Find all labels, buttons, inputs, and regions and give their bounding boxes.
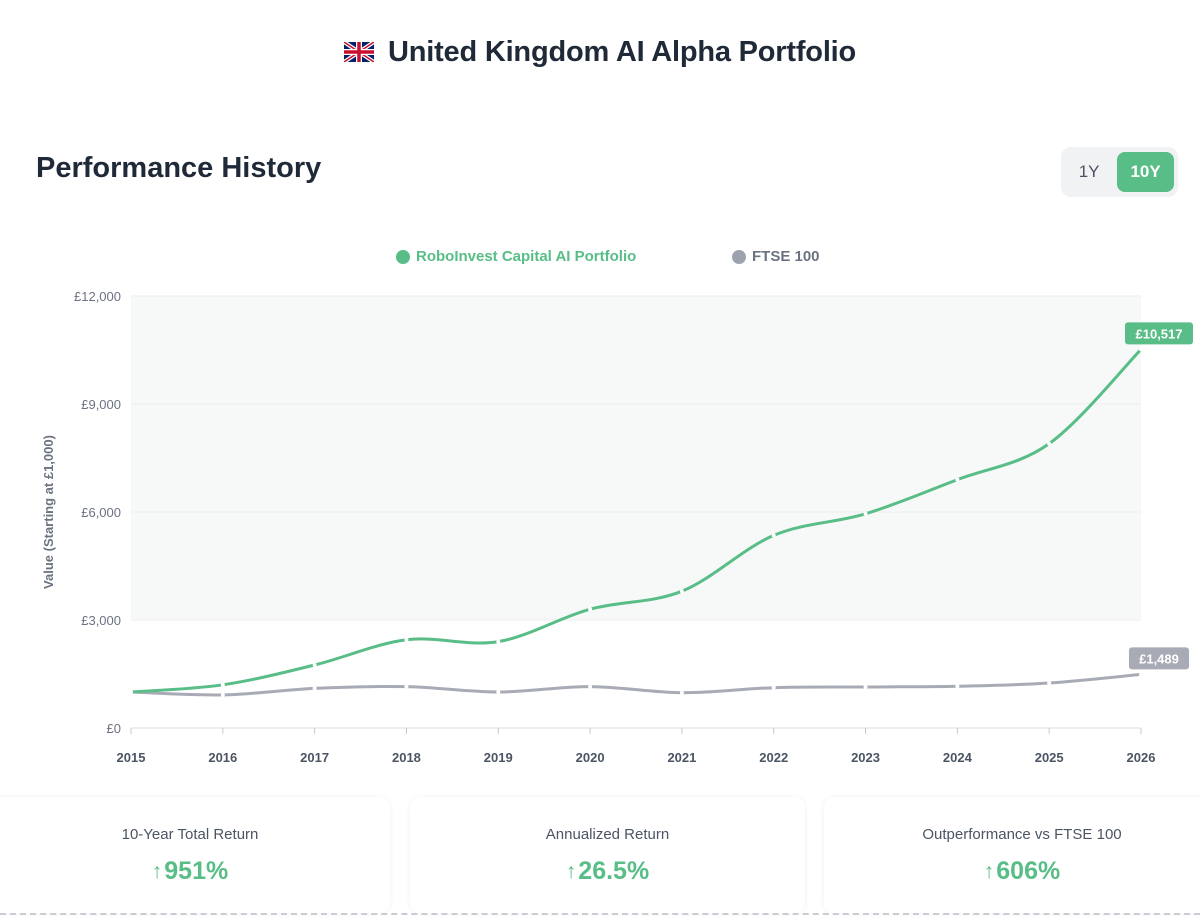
stat-value-outperformance: ↑ 606%: [824, 857, 1200, 886]
bottom-divider: [0, 913, 1200, 915]
data-point-ftse: [404, 684, 409, 689]
legend-item-portfolio[interactable]: RoboInvest Capital AI Portfolio: [396, 248, 636, 265]
stat-label-total-return: 10-Year Total Return: [121, 826, 259, 843]
stat-value-annualized-return-text: 26.5%: [578, 857, 650, 885]
page-title: United Kingdom AI Alpha Portfolio: [387, 35, 857, 68]
chart-legend: RoboInvest Capital AI Portfolio FTSE 100: [0, 248, 1200, 270]
data-point-portfolio: [129, 690, 133, 694]
x-tick-label: 2015: [117, 750, 146, 765]
end-label-portfolio-bg: [1125, 322, 1193, 345]
range-toggle: 1Y 10Y: [1061, 147, 1178, 197]
x-tick-label: 2018: [392, 750, 421, 765]
legend-label-ftse: FTSE 100: [752, 248, 820, 265]
stat-value-outperformance-text: 606%: [996, 857, 1061, 885]
x-tick-label: 2016: [208, 750, 237, 765]
x-tick-label: 2024: [943, 750, 973, 765]
data-point-portfolio: [588, 607, 593, 612]
y-tick-label: £3,000: [81, 613, 121, 628]
arrow-up-icon: ↑: [983, 859, 995, 883]
legend-dot-ftse: [732, 249, 746, 264]
data-point-portfolio: [679, 589, 684, 594]
y-tick-label: £6,000: [81, 505, 121, 520]
data-point-portfolio: [220, 682, 225, 687]
stats-row: 10-Year Total Return ↑ 951% Annualized R…: [0, 797, 1200, 917]
data-point-portfolio: [1047, 441, 1052, 446]
data-point-ftse: [679, 690, 684, 695]
stat-card-outperformance: Outperformance vs FTSE 100 ↑ 606%: [824, 797, 1200, 913]
section-title: Performance History: [36, 152, 322, 184]
end-label-ftse-bg: [1129, 647, 1189, 670]
arrow-up-icon: ↑: [565, 859, 577, 883]
performance-chart: £0 £3,000 £6,000 £9,000 £12,000 Value (Starti…: [41, 289, 1193, 765]
range-10y-button[interactable]: 10Y: [1117, 152, 1174, 192]
stat-value-total-return-text: 951%: [164, 857, 229, 885]
stat-card-total-return: 10-Year Total Return ↑ 951%: [0, 797, 390, 913]
stat-label-outperformance: Outperformance vs FTSE 100: [922, 826, 1122, 843]
y-tick-label: £0: [107, 721, 121, 736]
x-tick-label: 2023: [851, 750, 880, 765]
stat-card-annualized-return: Annualized Return ↑ 26.5%: [410, 797, 805, 913]
x-tick-label: 2020: [576, 750, 605, 765]
x-tick-label: 2022: [759, 750, 788, 765]
x-tick-label: 2017: [300, 750, 329, 765]
series-line-ftse: [129, 672, 1143, 697]
uk-flag-icon: [343, 42, 374, 62]
data-point-ftse: [496, 690, 501, 694]
range-1y-button[interactable]: 1Y: [1078, 162, 1100, 181]
end-label-ftse: £1,489: [1139, 651, 1179, 666]
data-point-ftse: [1047, 681, 1052, 685]
y-tick-label: £9,000: [81, 397, 121, 412]
data-point-ftse: [863, 684, 868, 689]
data-point-ftse: [312, 686, 317, 691]
legend-dot-portfolio: [396, 249, 410, 264]
series-line-portfolio: [129, 347, 1143, 694]
arrow-up-icon: ↑: [151, 859, 163, 883]
page-header: United Kingdom AI Alpha Portfolio: [0, 30, 1200, 74]
data-point-ftse: [1139, 672, 1143, 677]
data-point-ftse: [955, 684, 960, 689]
data-point-ftse: [588, 684, 593, 689]
legend-label-portfolio: RoboInvest Capital AI Portfolio: [416, 248, 637, 265]
x-tick-label: 2019: [484, 750, 513, 765]
stat-value-total-return: ↑ 951%: [0, 857, 390, 886]
data-point-ftse: [771, 685, 776, 690]
end-label-portfolio: £10,517: [1136, 326, 1183, 341]
legend-item-ftse[interactable]: FTSE 100: [732, 248, 820, 265]
x-tick-label: 2026: [1127, 750, 1156, 765]
x-tick-label: 2025: [1035, 750, 1064, 765]
y-tick-label: £12,000: [74, 289, 121, 304]
stat-value-annualized-return: ↑ 26.5%: [410, 857, 805, 886]
x-tick-label: 2021: [667, 750, 696, 765]
data-point-portfolio: [496, 639, 501, 644]
data-point-portfolio: [771, 533, 776, 538]
y-axis-title: Value (Starting at £1,000): [41, 435, 56, 589]
data-point-ftse: [220, 692, 225, 697]
data-point-portfolio: [1139, 347, 1143, 352]
data-point-portfolio: [955, 477, 960, 482]
data-point-portfolio: [863, 511, 868, 516]
data-point-portfolio: [404, 637, 409, 642]
stat-label-annualized-return: Annualized Return: [545, 826, 670, 843]
plot-band: [131, 296, 1141, 620]
data-point-portfolio: [312, 663, 317, 667]
